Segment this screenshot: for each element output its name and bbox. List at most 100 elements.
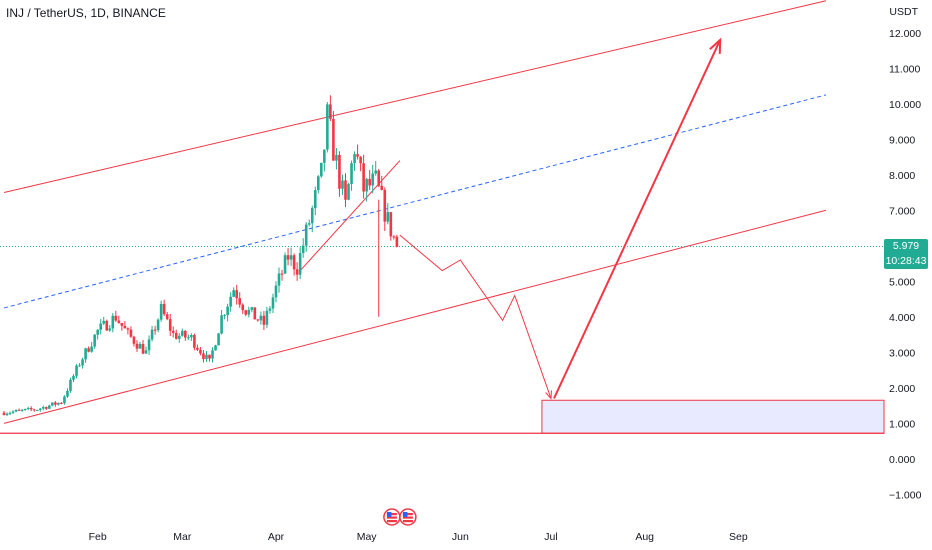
candle-body	[114, 315, 118, 321]
candle-body	[29, 408, 33, 410]
y-tick-label: 9.000	[889, 134, 915, 146]
candle-body	[51, 402, 54, 406]
candle-body	[87, 348, 90, 352]
candle-body	[23, 408, 27, 410]
candle-body	[69, 379, 72, 391]
candle-body	[150, 329, 154, 340]
y-tick-label: 1.000	[889, 418, 915, 430]
flag-icon-canton	[386, 512, 392, 517]
candle-body	[235, 290, 238, 299]
y-tick-label: 10.000	[889, 99, 921, 111]
candle-body	[14, 409, 18, 412]
flag-icon-stripe	[386, 516, 397, 519]
candle-body	[126, 328, 130, 330]
candle-body	[63, 396, 66, 404]
candle-body	[395, 236, 399, 247]
candle-body	[5, 413, 9, 415]
candle-body	[229, 296, 232, 307]
candle-body	[232, 290, 235, 297]
candle-body	[307, 223, 311, 225]
bar-countdown: 10:28:43	[885, 254, 927, 267]
target-arrow	[553, 39, 722, 399]
candle-body	[129, 329, 133, 337]
target-zone	[541, 399, 885, 434]
candle-body	[181, 330, 184, 336]
candle-body	[144, 350, 148, 354]
candle-body	[338, 154, 341, 189]
candle-body	[93, 334, 96, 347]
candle-body	[377, 170, 381, 186]
candle-body	[304, 224, 308, 246]
y-tick-label: 11.000	[889, 63, 920, 75]
candle-body	[190, 335, 193, 338]
channel-lower-line	[3, 209, 827, 424]
chart-title: INJ / TetherUS, 1D, BINANCE	[6, 6, 166, 20]
candle-body	[117, 320, 121, 323]
flag-icon-stripe	[386, 513, 397, 516]
candle-body	[353, 154, 356, 164]
y-tick-label: 0.000	[889, 454, 915, 466]
x-tick-label: Aug	[635, 531, 654, 543]
candle-body	[90, 346, 93, 352]
candle-body	[323, 149, 326, 163]
candle-body	[26, 408, 30, 410]
candle-body	[283, 255, 287, 274]
candle-body	[262, 315, 266, 325]
candle-body	[17, 409, 21, 411]
channel-mid-line	[3, 94, 827, 309]
event-icons	[383, 508, 417, 526]
candle-body	[350, 163, 353, 184]
candle-body	[147, 339, 151, 351]
y-tick-label: −1.000	[889, 489, 922, 501]
candle-body	[380, 185, 384, 190]
flag-icon-canton	[402, 512, 408, 517]
flag-icon-stripe	[402, 513, 413, 516]
y-tick-label: 5.000	[889, 276, 915, 288]
candle-body	[66, 390, 69, 397]
projection-path	[399, 234, 552, 399]
candle-body	[320, 162, 323, 177]
candle-body	[298, 252, 302, 275]
candle-body	[38, 408, 42, 410]
flag-icon	[383, 508, 401, 526]
arrow-layer	[399, 37, 722, 400]
candle-body	[184, 330, 187, 338]
candle-body	[11, 411, 15, 413]
candle-body	[238, 298, 242, 305]
candle-body	[371, 173, 374, 186]
candle-body	[392, 236, 396, 238]
candle-body	[289, 255, 293, 260]
candle-body	[274, 285, 278, 298]
candle-body	[48, 405, 51, 409]
candle-body	[335, 154, 338, 161]
candle-body	[295, 269, 299, 275]
candle-body	[386, 212, 390, 222]
current-price-tag: 5.979 10:28:43	[884, 238, 928, 269]
candle-body	[32, 409, 36, 411]
candle-body	[156, 319, 160, 331]
candle-body	[241, 304, 245, 311]
candle-body	[250, 307, 254, 310]
candle-body	[96, 329, 99, 335]
y-tick-label: 12.000	[889, 28, 921, 40]
candle-body	[244, 310, 248, 315]
y-tick-label: 3.000	[889, 347, 915, 359]
candle-body	[35, 409, 39, 411]
candle-body	[259, 315, 263, 321]
candle-body	[81, 359, 84, 366]
candle-body	[174, 332, 178, 339]
candle-body	[256, 319, 260, 321]
candle-body	[54, 402, 57, 405]
candle-body	[2, 412, 6, 415]
candle-body	[153, 329, 157, 331]
candle-body	[332, 118, 335, 161]
breakdown-trendline	[299, 160, 401, 271]
candle-body	[368, 178, 371, 186]
candle-body	[162, 303, 166, 315]
candle-body	[217, 333, 220, 346]
candle-body	[99, 323, 103, 330]
candles-layer	[2, 95, 399, 416]
projection-arrowhead	[545, 390, 552, 400]
candle-body	[226, 306, 229, 316]
